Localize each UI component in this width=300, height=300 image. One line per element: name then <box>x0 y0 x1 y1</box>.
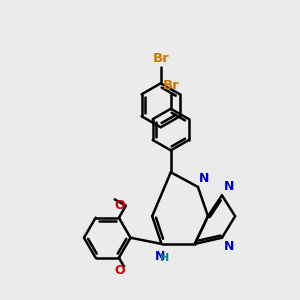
Text: O: O <box>114 264 125 277</box>
Text: O: O <box>114 199 125 212</box>
Text: N: N <box>155 250 166 263</box>
Text: Br: Br <box>152 52 169 65</box>
Text: N: N <box>199 172 210 184</box>
Text: Br: Br <box>162 80 179 92</box>
Text: N: N <box>224 240 234 253</box>
Text: N: N <box>224 180 234 193</box>
Text: H: H <box>160 253 169 263</box>
